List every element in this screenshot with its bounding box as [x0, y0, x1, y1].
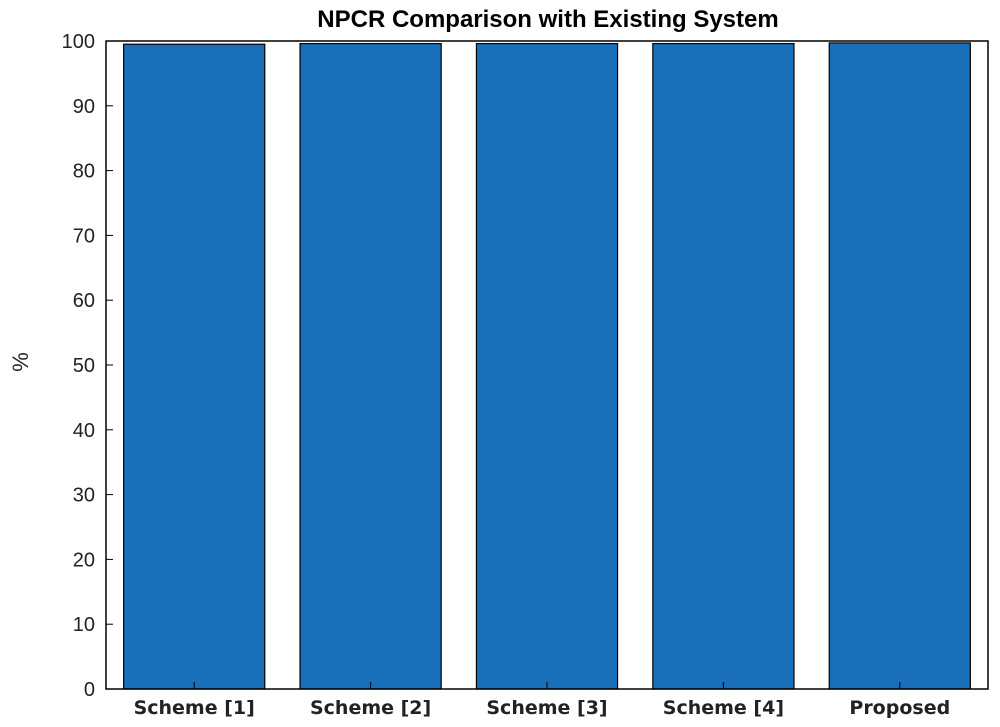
bar-3: [475, 42, 619, 690]
bar-1: [123, 43, 266, 690]
y-tick-label-60: 60: [73, 290, 95, 312]
x-tick-label-2: Scheme [2]: [310, 697, 431, 719]
y-tick-label-40: 40: [73, 420, 95, 442]
bar-4: [652, 42, 795, 690]
x-axis: Scheme [1] Scheme [2] Scheme [3] Scheme [4]…: [134, 682, 950, 719]
y-tick-label-50: 50: [73, 355, 95, 377]
y-tick-label-10: 10: [73, 614, 95, 636]
plot-area: [105, 40, 989, 690]
y-tick-label-100: 100: [62, 31, 95, 53]
y-tick-label-70: 70: [73, 225, 95, 247]
y-tick-label-30: 30: [73, 485, 95, 507]
y-tick-label-80: 80: [73, 161, 95, 183]
y-axis: 0 10 20 30 40 50 60 70 80 90 100: [62, 31, 113, 701]
x-tick-label-5: Proposed: [849, 697, 950, 719]
y-tick-label-90: 90: [73, 96, 95, 118]
bar-5: [828, 42, 971, 690]
y-tick-label-0: 0: [84, 679, 95, 701]
y-axis-label: %: [8, 352, 33, 372]
bars-layer: [123, 42, 971, 690]
bar-2: [299, 42, 442, 690]
x-tick-label-1: Scheme [1]: [134, 697, 255, 719]
chart-title: NPCR Comparison with Existing System: [317, 6, 778, 33]
x-tick-label-3: Scheme [3]: [486, 697, 607, 719]
y-tick-label-20: 20: [73, 549, 95, 571]
x-tick-label-4: Scheme [4]: [663, 697, 784, 719]
